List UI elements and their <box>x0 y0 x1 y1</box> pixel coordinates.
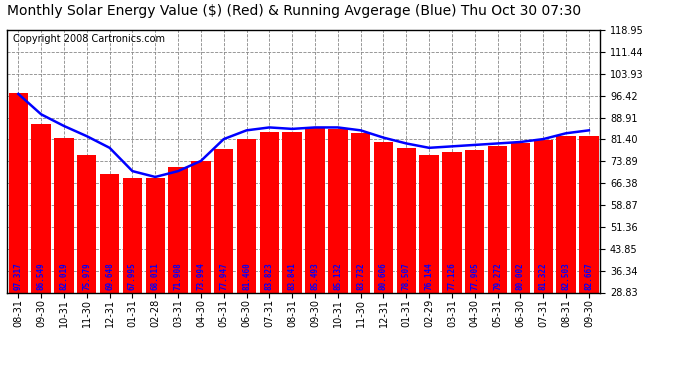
Bar <box>237 139 256 292</box>
Text: Copyright 2008 Cartronics.com: Copyright 2008 Cartronics.com <box>13 34 165 44</box>
Bar <box>442 152 462 292</box>
Text: 81.460: 81.460 <box>242 262 251 290</box>
Text: 83.732: 83.732 <box>356 262 365 290</box>
Text: 86.549: 86.549 <box>37 262 46 290</box>
Bar <box>488 146 507 292</box>
Bar <box>351 133 371 292</box>
Bar <box>511 144 530 292</box>
Text: 82.503: 82.503 <box>562 262 571 290</box>
Text: 85.132: 85.132 <box>333 262 342 290</box>
Text: 83.841: 83.841 <box>288 262 297 290</box>
Text: 78.507: 78.507 <box>402 262 411 290</box>
Bar <box>533 140 553 292</box>
Bar <box>146 178 165 292</box>
Text: 76.144: 76.144 <box>424 262 433 290</box>
Bar <box>77 155 97 292</box>
Bar <box>191 161 210 292</box>
Text: 77.905: 77.905 <box>471 262 480 290</box>
Text: 83.823: 83.823 <box>265 262 274 290</box>
Bar <box>579 136 599 292</box>
Text: 67.995: 67.995 <box>128 262 137 290</box>
Bar <box>100 174 119 292</box>
Text: 82.667: 82.667 <box>584 262 593 290</box>
Bar <box>328 129 348 292</box>
Bar <box>374 142 393 292</box>
Text: 80.002: 80.002 <box>516 262 525 290</box>
Text: 82.019: 82.019 <box>59 262 68 290</box>
Bar <box>282 132 302 292</box>
Text: Monthly Solar Energy Value ($) (Red) & Running Avgerage (Blue) Thu Oct 30 07:30: Monthly Solar Energy Value ($) (Red) & R… <box>7 4 581 18</box>
Text: 81.322: 81.322 <box>539 262 548 290</box>
Bar <box>397 148 416 292</box>
Text: 71.908: 71.908 <box>174 262 183 290</box>
Text: 75.979: 75.979 <box>82 262 91 290</box>
Text: 77.947: 77.947 <box>219 262 228 290</box>
Text: 85.493: 85.493 <box>310 262 319 290</box>
Bar <box>556 136 575 292</box>
Bar <box>32 124 51 292</box>
Bar <box>420 154 439 292</box>
Text: 80.606: 80.606 <box>379 262 388 290</box>
Bar <box>305 128 325 292</box>
Text: 77.126: 77.126 <box>447 262 457 290</box>
Text: 68.011: 68.011 <box>150 262 160 290</box>
Text: 73.994: 73.994 <box>197 262 206 290</box>
Bar <box>123 178 142 292</box>
Text: 97.317: 97.317 <box>14 262 23 290</box>
Bar <box>55 138 74 292</box>
Bar <box>465 150 484 292</box>
Bar <box>214 149 233 292</box>
Bar <box>259 132 279 292</box>
Text: 79.272: 79.272 <box>493 262 502 290</box>
Text: 69.648: 69.648 <box>105 262 114 290</box>
Bar <box>168 167 188 292</box>
Bar <box>8 93 28 292</box>
